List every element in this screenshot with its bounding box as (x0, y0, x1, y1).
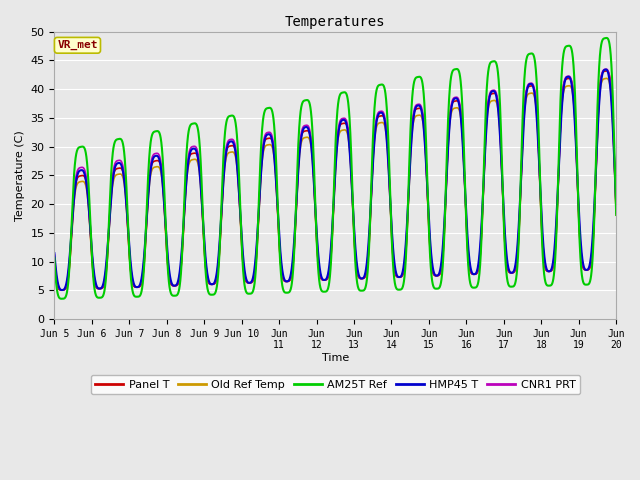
HMP45 T (58, 287, 66, 293)
AM25T Ref (493, 64, 501, 70)
Old Ref Temp (51, 259, 58, 264)
CNR1 PRT (51, 252, 58, 258)
HMP45 T (315, 253, 323, 259)
AM25T Ref (58, 296, 65, 301)
Old Ref Temp (430, 272, 438, 278)
CNR1 PRT (430, 272, 438, 277)
Panel T (612, 196, 620, 202)
AM25T Ref (461, 191, 469, 196)
AM25T Ref (612, 195, 620, 201)
Panel T (430, 272, 438, 278)
Panel T (612, 210, 620, 216)
HMP45 T (493, 98, 501, 104)
Panel T (461, 197, 469, 203)
AM25T Ref (152, 129, 159, 134)
CNR1 PRT (461, 194, 469, 200)
Y-axis label: Temperature (C): Temperature (C) (15, 130, 25, 221)
Panel T (58, 287, 65, 293)
HMP45 T (612, 201, 620, 207)
Old Ref Temp (461, 200, 469, 205)
AM25T Ref (430, 285, 438, 291)
HMP45 T (461, 193, 469, 199)
Legend: Panel T, Old Ref Temp, AM25T Ref, HMP45 T, CNR1 PRT: Panel T, Old Ref Temp, AM25T Ref, HMP45 … (91, 375, 580, 394)
CNR1 PRT (612, 205, 620, 211)
Panel T (315, 262, 323, 268)
CNR1 PRT (602, 66, 610, 72)
Line: HMP45 T: HMP45 T (54, 70, 616, 290)
AM25T Ref (315, 270, 323, 276)
Old Ref Temp (58, 287, 65, 293)
Text: VR_met: VR_met (57, 40, 98, 50)
Line: AM25T Ref: AM25T Ref (54, 38, 616, 299)
Line: CNR1 PRT: CNR1 PRT (54, 69, 616, 290)
Old Ref Temp (493, 102, 501, 108)
AM25T Ref (612, 212, 620, 218)
HMP45 T (612, 190, 620, 195)
Line: Panel T: Panel T (54, 71, 616, 290)
Title: Temperatures: Temperatures (285, 15, 385, 29)
HMP45 T (51, 251, 58, 256)
Panel T (51, 257, 58, 263)
AM25T Ref (603, 35, 611, 41)
AM25T Ref (51, 255, 58, 261)
Old Ref Temp (603, 75, 611, 81)
CNR1 PRT (152, 151, 159, 156)
CNR1 PRT (58, 287, 65, 293)
Panel T (152, 158, 159, 164)
X-axis label: Time: Time (322, 353, 349, 363)
Old Ref Temp (612, 212, 620, 218)
Old Ref Temp (152, 164, 159, 170)
CNR1 PRT (315, 258, 323, 264)
Old Ref Temp (612, 199, 620, 205)
Panel T (603, 68, 611, 74)
CNR1 PRT (612, 192, 620, 198)
CNR1 PRT (493, 94, 501, 100)
HMP45 T (430, 271, 438, 276)
HMP45 T (152, 153, 159, 159)
HMP45 T (602, 67, 610, 72)
Old Ref Temp (315, 263, 323, 269)
Line: Old Ref Temp: Old Ref Temp (54, 78, 616, 290)
Panel T (493, 95, 501, 101)
